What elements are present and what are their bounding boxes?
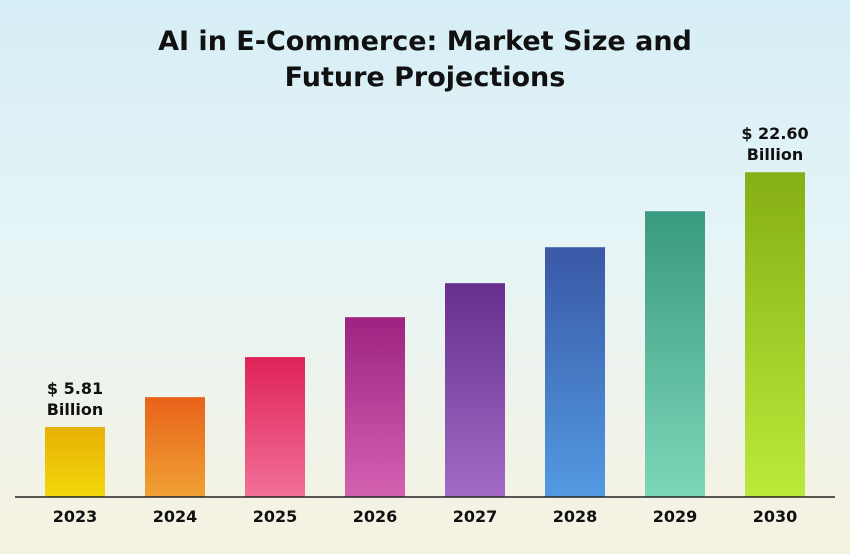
bar [645,211,705,497]
x-tick-label: 2030 [753,507,798,526]
value-label: $ 5.81 Billion [46,379,104,420]
x-tick-label: 2026 [353,507,398,526]
value-label: $ 22.60 Billion [741,124,809,165]
chart-title: AI in E-Commerce: Market Size and Future… [158,26,692,93]
bar [145,397,205,497]
bar [445,283,505,497]
x-tick-label: 2023 [53,507,98,526]
bar [345,317,405,497]
bar [745,172,805,498]
x-tick-label: 2028 [553,507,598,526]
bar [45,427,105,497]
x-tick-label: 2029 [653,507,698,526]
x-tick-label: 2027 [453,507,498,526]
bar [245,357,305,497]
bar [545,247,605,497]
x-tick-label: 2025 [253,507,298,526]
x-tick-label: 2024 [153,507,198,526]
